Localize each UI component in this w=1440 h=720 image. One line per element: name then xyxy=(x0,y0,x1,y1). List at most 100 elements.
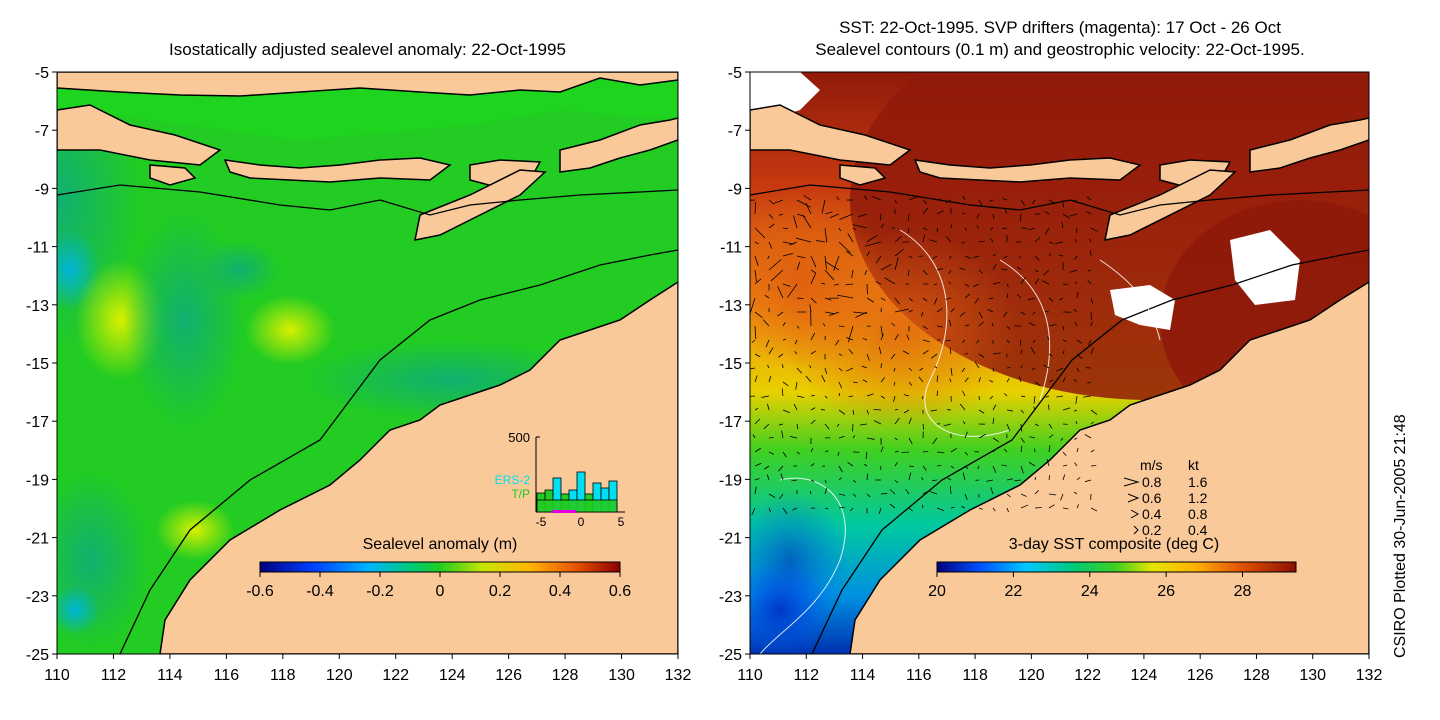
velocity-vector xyxy=(1075,395,1078,404)
velocity-vector xyxy=(773,199,784,204)
velocity-vector xyxy=(866,234,878,243)
velocity-vector xyxy=(929,239,938,243)
velocity-vector xyxy=(1020,409,1025,414)
velocity-vector xyxy=(930,409,938,412)
velocity-vector xyxy=(878,346,882,355)
velocity-vector xyxy=(932,479,938,482)
velocity-vector xyxy=(750,297,756,314)
velocity-vector xyxy=(1045,395,1050,398)
velocity-vector xyxy=(796,325,800,329)
velocity-vector xyxy=(908,417,912,425)
velocity-vector xyxy=(961,241,966,244)
velocity-vector xyxy=(1062,474,1066,481)
velocity-vector xyxy=(1055,367,1064,372)
velocity-vector xyxy=(1059,297,1064,301)
velocity-vector xyxy=(767,403,770,411)
velocity-vector xyxy=(1061,221,1064,229)
velocity-vector xyxy=(836,196,840,201)
velocity-vector xyxy=(845,250,854,257)
speed-legend-kt-value: 1.6 xyxy=(1188,474,1208,490)
velocity-vector xyxy=(978,409,985,414)
velocity-vector xyxy=(933,283,938,286)
velocity-vector xyxy=(1090,409,1098,415)
velocity-vector xyxy=(948,269,952,275)
velocity-vector xyxy=(991,322,994,327)
velocity-vector xyxy=(824,255,827,270)
velocity-vector xyxy=(1058,254,1064,257)
sst-colorbar-tick-label: 26 xyxy=(1157,583,1175,600)
left-y-tick-label: -11 xyxy=(27,240,49,257)
velocity-vector xyxy=(1034,476,1037,481)
velocity-vector xyxy=(1048,445,1051,453)
velocity-vector xyxy=(866,437,875,440)
velocity-vector xyxy=(846,367,854,372)
speed-legend-ms-value: 0.8 xyxy=(1142,474,1162,490)
velocity-vector xyxy=(1084,479,1092,483)
velocity-vector xyxy=(866,409,869,415)
velocity-vector xyxy=(836,294,854,299)
velocity-vector xyxy=(992,352,1001,355)
velocity-vector xyxy=(782,283,791,287)
velocity-vector xyxy=(768,199,775,205)
velocity-vector xyxy=(805,375,812,383)
velocity-vector xyxy=(824,423,830,430)
speed-legend-header-kt: kt xyxy=(1188,457,1199,473)
velocity-vector xyxy=(1020,199,1026,206)
velocity-vector xyxy=(894,417,900,425)
velocity-vector xyxy=(902,350,910,355)
velocity-vector xyxy=(768,375,772,383)
velocity-vector xyxy=(1090,227,1098,232)
histogram-x-tick-label: -5 xyxy=(536,515,547,529)
velocity-vector xyxy=(978,507,983,510)
left-land xyxy=(57,72,678,654)
velocity-vector xyxy=(754,418,761,425)
velocity-vector xyxy=(848,395,854,398)
right-y-tick-label: -5 xyxy=(728,65,742,82)
velocity-vector xyxy=(922,423,925,430)
velocity-vector xyxy=(922,339,930,343)
velocity-vector xyxy=(922,325,928,330)
velocity-vector xyxy=(824,227,828,243)
velocity-vector xyxy=(1020,395,1026,398)
velocity-vector xyxy=(1003,311,1008,318)
velocity-vector xyxy=(948,281,952,285)
velocity-vector xyxy=(992,465,997,473)
right-x-tick-label: 130 xyxy=(1299,667,1326,684)
velocity-vector xyxy=(893,395,896,403)
right-x-axis: 110 112 114 116 118 120 122 124 126 128 130 132 xyxy=(737,654,1382,684)
velocity-vector xyxy=(880,264,892,271)
velocity-vector xyxy=(962,195,966,201)
velocity-vector xyxy=(1001,227,1008,230)
velocity-vector xyxy=(964,255,972,259)
velocity-vector xyxy=(1048,297,1054,302)
velocity-vector xyxy=(859,423,868,426)
right-x-tick-label: 112 xyxy=(794,667,820,684)
velocity-vector xyxy=(949,378,952,383)
velocity-vector xyxy=(950,224,953,229)
velocity-vector xyxy=(782,253,793,257)
right-y-tick-label: -15 xyxy=(719,356,742,373)
velocity-vector xyxy=(961,367,966,373)
velocity-vector xyxy=(1056,395,1064,398)
velocity-vector xyxy=(770,269,784,282)
velocity-vector xyxy=(936,451,945,454)
velocity-vector xyxy=(852,227,857,230)
velocity-vector xyxy=(1076,227,1078,233)
velocity-vector xyxy=(992,507,996,512)
velocity-vector xyxy=(1041,280,1050,285)
velocity-vector xyxy=(1029,436,1036,439)
velocity-vector xyxy=(1075,420,1078,425)
velocity-vector xyxy=(822,323,826,327)
velocity-vector xyxy=(1016,266,1022,271)
sealevel-colorbar-label: Sealevel anomaly (m) xyxy=(363,536,518,553)
velocity-vector xyxy=(922,207,929,215)
velocity-vector xyxy=(861,365,868,369)
velocity-vector xyxy=(821,282,826,285)
velocity-vector xyxy=(792,507,798,511)
velocity-vector xyxy=(908,472,912,481)
velocity-vector xyxy=(848,348,854,355)
velocity-vector xyxy=(805,202,812,215)
velocity-vector xyxy=(1060,437,1064,441)
velocity-vector xyxy=(961,212,966,215)
